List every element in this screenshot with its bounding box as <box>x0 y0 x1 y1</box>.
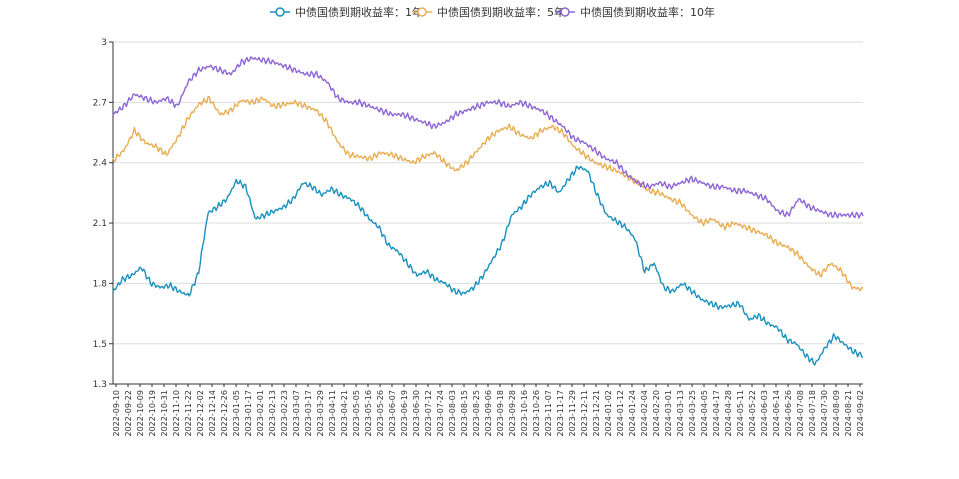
y-tick-label: 1.3 <box>93 380 107 390</box>
x-tick-label: 2024-06-26 <box>784 390 793 437</box>
x-tick-label: 2023-08-25 <box>472 390 481 437</box>
x-tick-label: 2023-09-06 <box>484 390 493 437</box>
x-tick-label: 2023-06-30 <box>412 390 421 437</box>
series-line-2 <box>112 95 864 292</box>
x-tick-label: 2022-10-19 <box>148 390 157 437</box>
y-tick-label: 2.4 <box>93 159 108 169</box>
x-tick-label: 2024-02-04 <box>640 390 649 437</box>
x-tick-label: 2024-01-24 <box>628 390 637 437</box>
x-tick-label: 2023-12-21 <box>592 390 601 437</box>
x-tick-label: 2023-02-01 <box>256 390 265 437</box>
y-axis: 1.3 1.5 1.8 2.1 2.4 2.7 3 <box>93 38 114 390</box>
x-tick-label: 2023-01-17 <box>244 390 253 437</box>
x-tick-label: 2023-05-05 <box>352 390 361 437</box>
x-tick-label: 2022-10-09 <box>136 390 145 437</box>
y-tick-label: 2.1 <box>93 219 107 229</box>
legend-circle-icon <box>275 7 285 17</box>
x-tick-label: 2024-07-08 <box>796 390 805 437</box>
legend-circle-icon <box>560 7 570 17</box>
legend-circle-icon <box>417 7 427 17</box>
x-tick-label: 2023-09-28 <box>508 390 517 437</box>
x-tick-label: 2022-10-31 <box>160 390 169 437</box>
x-tick-label: 2024-04-05 <box>700 390 709 437</box>
legend-item-1[interactable]: 中债国债到期收益率：1年 <box>270 5 423 19</box>
x-tick-label: 2024-01-02 <box>604 390 613 437</box>
x-tick-label: 2024-04-28 <box>724 390 733 437</box>
x-tick-label: 2024-06-03 <box>760 390 769 437</box>
x-tick-label: 2023-04-11 <box>328 390 337 437</box>
x-tick-label: 2023-11-17 <box>556 390 565 437</box>
x-tick-label: 2024-03-13 <box>676 390 685 437</box>
x-tick-label: 2022-12-02 <box>196 390 205 437</box>
x-tick-label: 2024-07-30 <box>820 390 829 437</box>
x-tick-label: 2023-10-16 <box>520 390 529 437</box>
x-tick-label: 2024-04-17 <box>712 390 721 437</box>
x-tick-label: 2023-03-29 <box>316 390 325 437</box>
x-tick-label: 2022-12-26 <box>220 390 229 437</box>
x-tick-label: 2023-07-24 <box>436 390 445 437</box>
x-tick-label: 2023-02-13 <box>268 390 277 437</box>
x-tick-label: 2023-03-07 <box>292 390 301 437</box>
x-tick-label: 2023-08-03 <box>448 390 457 437</box>
x-tick-label: 2023-09-18 <box>496 390 505 437</box>
x-tick-label: 2024-09-02 <box>856 390 865 437</box>
x-tick-label: 2023-01-05 <box>232 390 241 437</box>
x-tick-label: 2022-09-10 <box>112 390 121 437</box>
x-tick-label: 2023-07-12 <box>424 390 433 437</box>
series-lines <box>112 56 864 366</box>
x-tick-label: 2023-10-26 <box>532 390 541 437</box>
x-tick-label: 2022-12-14 <box>208 390 217 437</box>
x-tick-label: 2024-06-14 <box>772 390 781 437</box>
x-tick-label: 2023-03-17 <box>304 390 313 437</box>
legend-label: 中债国债到期收益率：1年 <box>295 5 423 19</box>
x-tick-label: 2023-06-19 <box>400 390 409 437</box>
x-tick-label: 2023-02-23 <box>280 390 289 437</box>
x-tick-label: 2023-06-07 <box>388 390 397 437</box>
x-tick-label: 2023-11-29 <box>568 390 577 437</box>
x-tick-label: 2024-03-25 <box>688 390 697 437</box>
x-tick-label: 2023-05-26 <box>376 390 385 437</box>
x-tick-label: 2023-04-21 <box>340 390 349 437</box>
x-tick-label: 2023-05-16 <box>364 390 373 437</box>
x-tick-label: 2023-08-15 <box>460 390 469 437</box>
x-tick-label: 2024-01-12 <box>616 390 625 437</box>
x-tick-label: 2022-11-10 <box>172 390 181 437</box>
legend-label: 中债国债到期收益率：5年 <box>437 5 565 19</box>
x-tick-label: 2024-08-21 <box>844 390 853 437</box>
x-tick-label: 2024-07-18 <box>808 390 817 437</box>
legend-label: 中债国债到期收益率：10年 <box>580 5 715 19</box>
x-tick-label: 2023-12-11 <box>580 390 589 437</box>
x-tick-label: 2023-11-07 <box>544 390 553 437</box>
series-line-1 <box>112 165 864 366</box>
x-tick-label: 2024-05-11 <box>736 390 745 437</box>
legend-item-3[interactable]: 中债国债到期收益率：10年 <box>555 5 715 19</box>
x-tick-label: 2024-08-09 <box>832 390 841 437</box>
x-tick-label: 2024-05-22 <box>748 390 757 437</box>
y-tick-label: 1.5 <box>93 340 107 350</box>
legend[interactable]: 中债国债到期收益率：1年 中债国债到期收益率：5年 中债国债到期收益率：10年 <box>270 5 715 19</box>
x-tick-label: 2022-11-22 <box>184 390 193 437</box>
grid-lines <box>113 41 863 345</box>
x-axis: 2022-09-10 2022-09-22 2022-10-09 2022-10-19… <box>112 383 865 437</box>
y-tick-label: 1.8 <box>93 279 108 289</box>
series-line-3 <box>112 56 864 219</box>
x-tick-label: 2024-03-01 <box>664 390 673 437</box>
x-tick-label: 2022-09-22 <box>124 390 133 437</box>
legend-item-2[interactable]: 中债国债到期收益率：5年 <box>412 5 565 19</box>
x-tick-label: 2024-02-20 <box>652 390 661 437</box>
y-tick-label: 3 <box>101 38 107 48</box>
y-tick-label: 2.7 <box>93 98 107 108</box>
